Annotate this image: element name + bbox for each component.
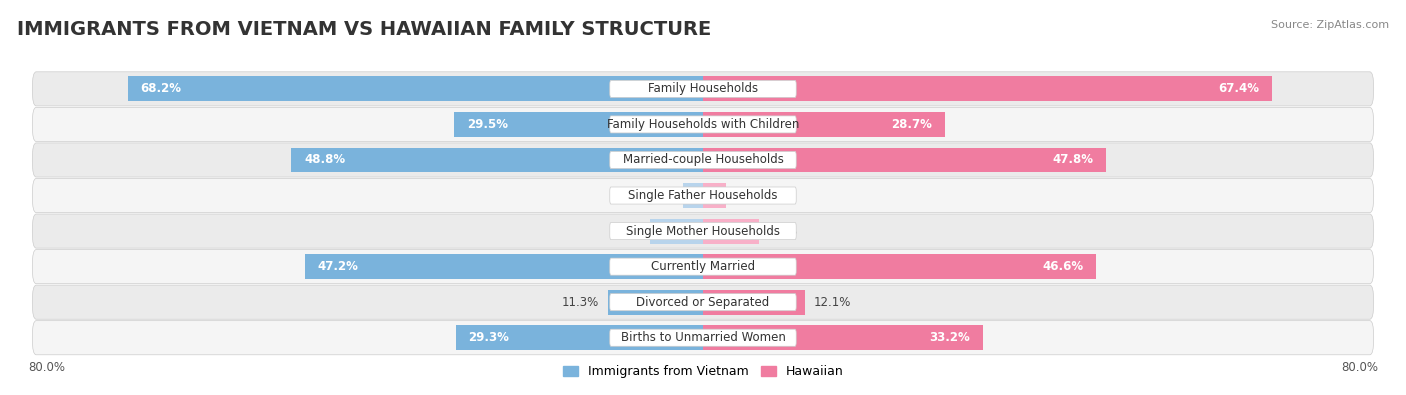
Text: Source: ZipAtlas.com: Source: ZipAtlas.com	[1271, 20, 1389, 30]
Bar	[703, 77, 1271, 101]
Text: 80.0%: 80.0%	[1341, 361, 1378, 374]
FancyBboxPatch shape	[32, 107, 1374, 141]
Legend: Immigrants from Vietnam, Hawaiian: Immigrants from Vietnam, Hawaiian	[558, 360, 848, 384]
FancyBboxPatch shape	[610, 116, 796, 133]
Text: 28.7%: 28.7%	[891, 118, 932, 131]
Bar	[703, 147, 1107, 172]
Text: 29.5%: 29.5%	[467, 118, 508, 131]
FancyBboxPatch shape	[610, 187, 796, 204]
Text: Births to Unmarried Women: Births to Unmarried Women	[620, 331, 786, 344]
Text: 2.7%: 2.7%	[734, 189, 763, 202]
Bar	[703, 290, 806, 314]
FancyBboxPatch shape	[32, 321, 1374, 355]
Bar	[703, 183, 725, 208]
FancyBboxPatch shape	[32, 179, 1374, 213]
Text: IMMIGRANTS FROM VIETNAM VS HAWAIIAN FAMILY STRUCTURE: IMMIGRANTS FROM VIETNAM VS HAWAIIAN FAMI…	[17, 20, 711, 39]
FancyBboxPatch shape	[610, 293, 796, 311]
Text: Currently Married: Currently Married	[651, 260, 755, 273]
FancyBboxPatch shape	[32, 285, 1374, 319]
Text: 47.8%: 47.8%	[1053, 154, 1094, 166]
Text: Single Mother Households: Single Mother Households	[626, 225, 780, 237]
Text: 11.3%: 11.3%	[562, 296, 599, 308]
Bar	[683, 183, 703, 208]
FancyBboxPatch shape	[32, 72, 1374, 106]
Text: Single Father Households: Single Father Households	[628, 189, 778, 202]
Bar	[703, 325, 983, 350]
Text: 80.0%: 80.0%	[28, 361, 65, 374]
Bar	[305, 254, 703, 279]
FancyBboxPatch shape	[610, 80, 796, 98]
Bar	[703, 112, 945, 137]
FancyBboxPatch shape	[32, 143, 1374, 177]
Text: 48.8%: 48.8%	[304, 154, 344, 166]
FancyBboxPatch shape	[610, 151, 796, 169]
Text: 46.6%: 46.6%	[1042, 260, 1084, 273]
Text: 6.6%: 6.6%	[768, 225, 797, 237]
Text: 67.4%: 67.4%	[1218, 83, 1258, 95]
Text: Married-couple Households: Married-couple Households	[623, 154, 783, 166]
FancyBboxPatch shape	[610, 258, 796, 275]
Text: 33.2%: 33.2%	[929, 331, 970, 344]
Bar	[454, 112, 703, 137]
Text: 68.2%: 68.2%	[141, 83, 181, 95]
FancyBboxPatch shape	[32, 214, 1374, 248]
Bar	[703, 219, 759, 243]
Bar	[607, 290, 703, 314]
Text: 2.4%: 2.4%	[644, 189, 675, 202]
Text: 47.2%: 47.2%	[318, 260, 359, 273]
FancyBboxPatch shape	[32, 250, 1374, 284]
Text: Family Households with Children: Family Households with Children	[607, 118, 799, 131]
Text: 29.3%: 29.3%	[468, 331, 509, 344]
Bar	[650, 219, 703, 243]
Bar	[291, 147, 703, 172]
Text: 12.1%: 12.1%	[814, 296, 851, 308]
FancyBboxPatch shape	[610, 329, 796, 346]
Text: 6.3%: 6.3%	[612, 225, 641, 237]
Text: Divorced or Separated: Divorced or Separated	[637, 296, 769, 308]
Bar	[128, 77, 703, 101]
Text: Family Households: Family Households	[648, 83, 758, 95]
Bar	[703, 254, 1097, 279]
FancyBboxPatch shape	[610, 222, 796, 240]
Bar	[456, 325, 703, 350]
